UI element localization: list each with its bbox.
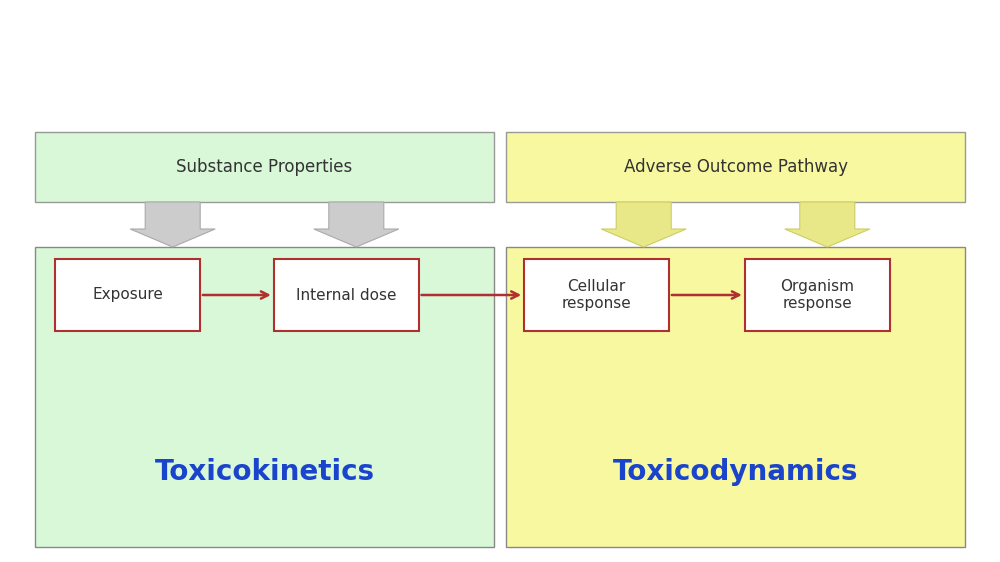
Bar	[35, 132, 494, 202]
Text: Toxicodynamics: Toxicodynamics	[613, 458, 858, 486]
Bar	[55, 259, 200, 331]
Polygon shape	[130, 202, 215, 247]
Polygon shape	[314, 202, 399, 247]
Text: Exposure: Exposure	[92, 288, 163, 302]
Text: Substance Properties: Substance Properties	[176, 158, 353, 176]
Bar	[506, 247, 965, 547]
Text: Cellular
response: Cellular response	[562, 279, 631, 311]
Bar	[524, 259, 669, 331]
Polygon shape	[785, 202, 870, 247]
Bar	[274, 259, 419, 331]
Bar	[35, 247, 494, 547]
Polygon shape	[601, 202, 686, 247]
Text: Internal dose: Internal dose	[296, 288, 396, 302]
Text: Adverse Outcome Pathway: Adverse Outcome Pathway	[624, 158, 848, 176]
Text: Organism
response: Organism response	[780, 279, 854, 311]
Bar	[745, 259, 890, 331]
Bar	[506, 132, 965, 202]
Text: Toxicokinetics: Toxicokinetics	[154, 458, 375, 486]
